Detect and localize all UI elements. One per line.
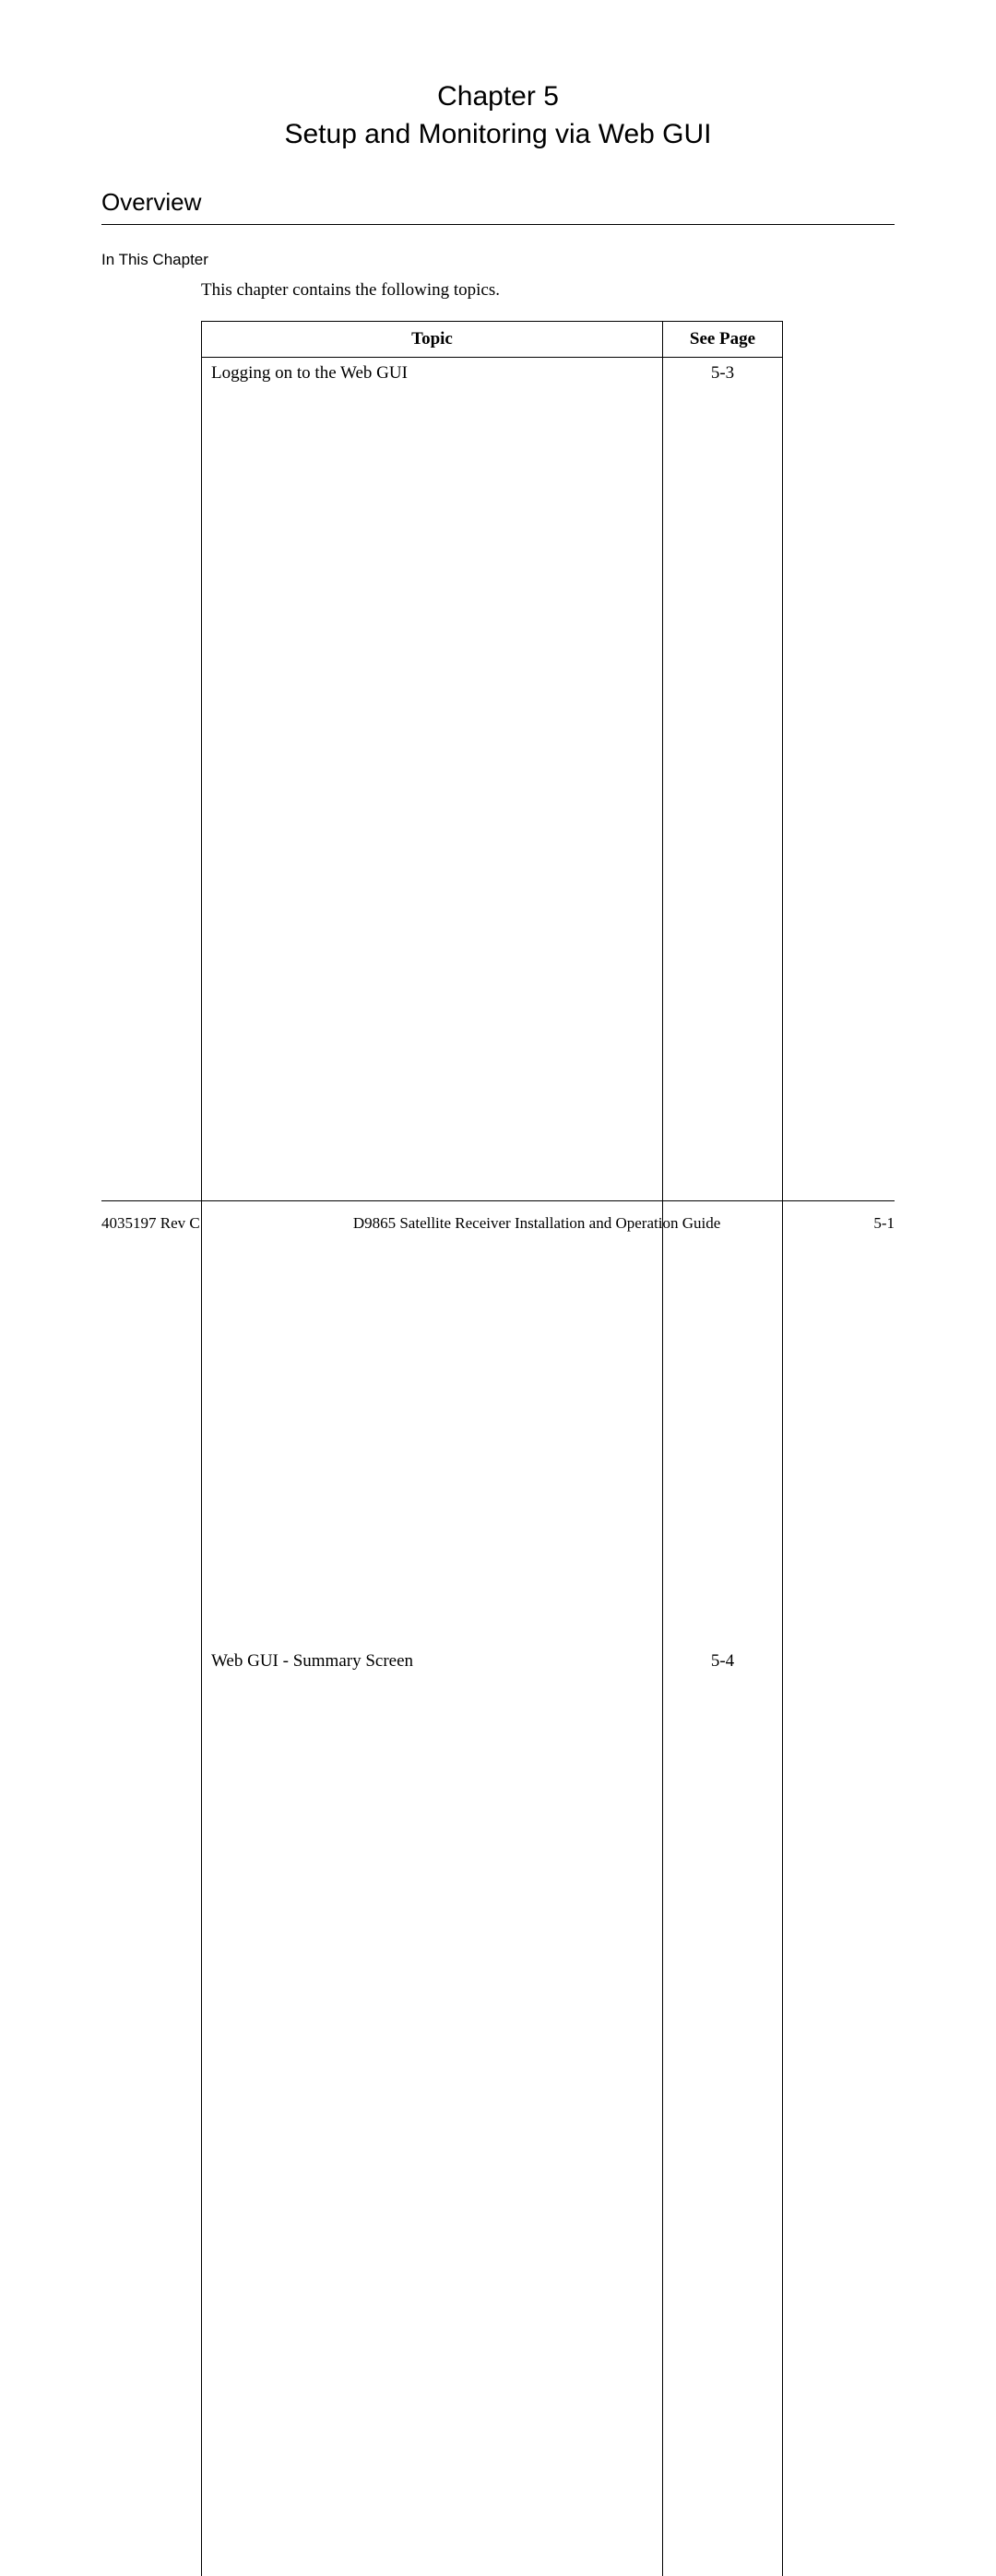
overview-heading: Overview <box>101 188 895 217</box>
footer-rule <box>101 1200 895 1201</box>
footer-page-number: 5-1 <box>873 1214 895 1233</box>
column-header-see-page: See Page <box>663 322 783 358</box>
footer-doc-title: D9865 Satellite Receiver Installation an… <box>200 1214 874 1233</box>
chapter-heading: Chapter 5 Setup and Monitoring via Web G… <box>101 78 895 153</box>
intro-text: This chapter contains the following topi… <box>101 280 895 301</box>
table-row: Web GUI - Summary Screen5-4 <box>202 1646 783 2576</box>
table-header-row: Topic See Page <box>202 322 783 358</box>
chapter-title-line: Setup and Monitoring via Web GUI <box>284 119 711 149</box>
footer-doc-number: 4035197 Rev C <box>101 1214 200 1233</box>
page-footer: 4035197 Rev C D9865 Satellite Receiver I… <box>101 1200 895 1233</box>
topic-cell: Logging on to the Web GUI <box>202 358 663 1646</box>
in-this-chapter-label: In This Chapter <box>101 251 895 269</box>
table-body: Logging on to the Web GUI5-3Web GUI - Su… <box>202 358 783 2576</box>
see-page-cell: 5-4 <box>663 1646 783 2576</box>
document-page: Chapter 5 Setup and Monitoring via Web G… <box>0 0 996 1288</box>
topic-cell: Web GUI - Summary Screen <box>202 1646 663 2576</box>
footer-row: 4035197 Rev C D9865 Satellite Receiver I… <box>101 1214 895 1233</box>
overview-rule <box>101 224 895 225</box>
column-header-topic: Topic <box>202 322 663 358</box>
topics-table: Topic See Page Logging on to the Web GUI… <box>201 321 783 2576</box>
see-page-cell: 5-3 <box>663 358 783 1646</box>
toc-container: Topic See Page Logging on to the Web GUI… <box>101 321 895 2576</box>
table-row: Logging on to the Web GUI5-3 <box>202 358 783 1646</box>
chapter-number-line: Chapter 5 <box>437 81 559 112</box>
